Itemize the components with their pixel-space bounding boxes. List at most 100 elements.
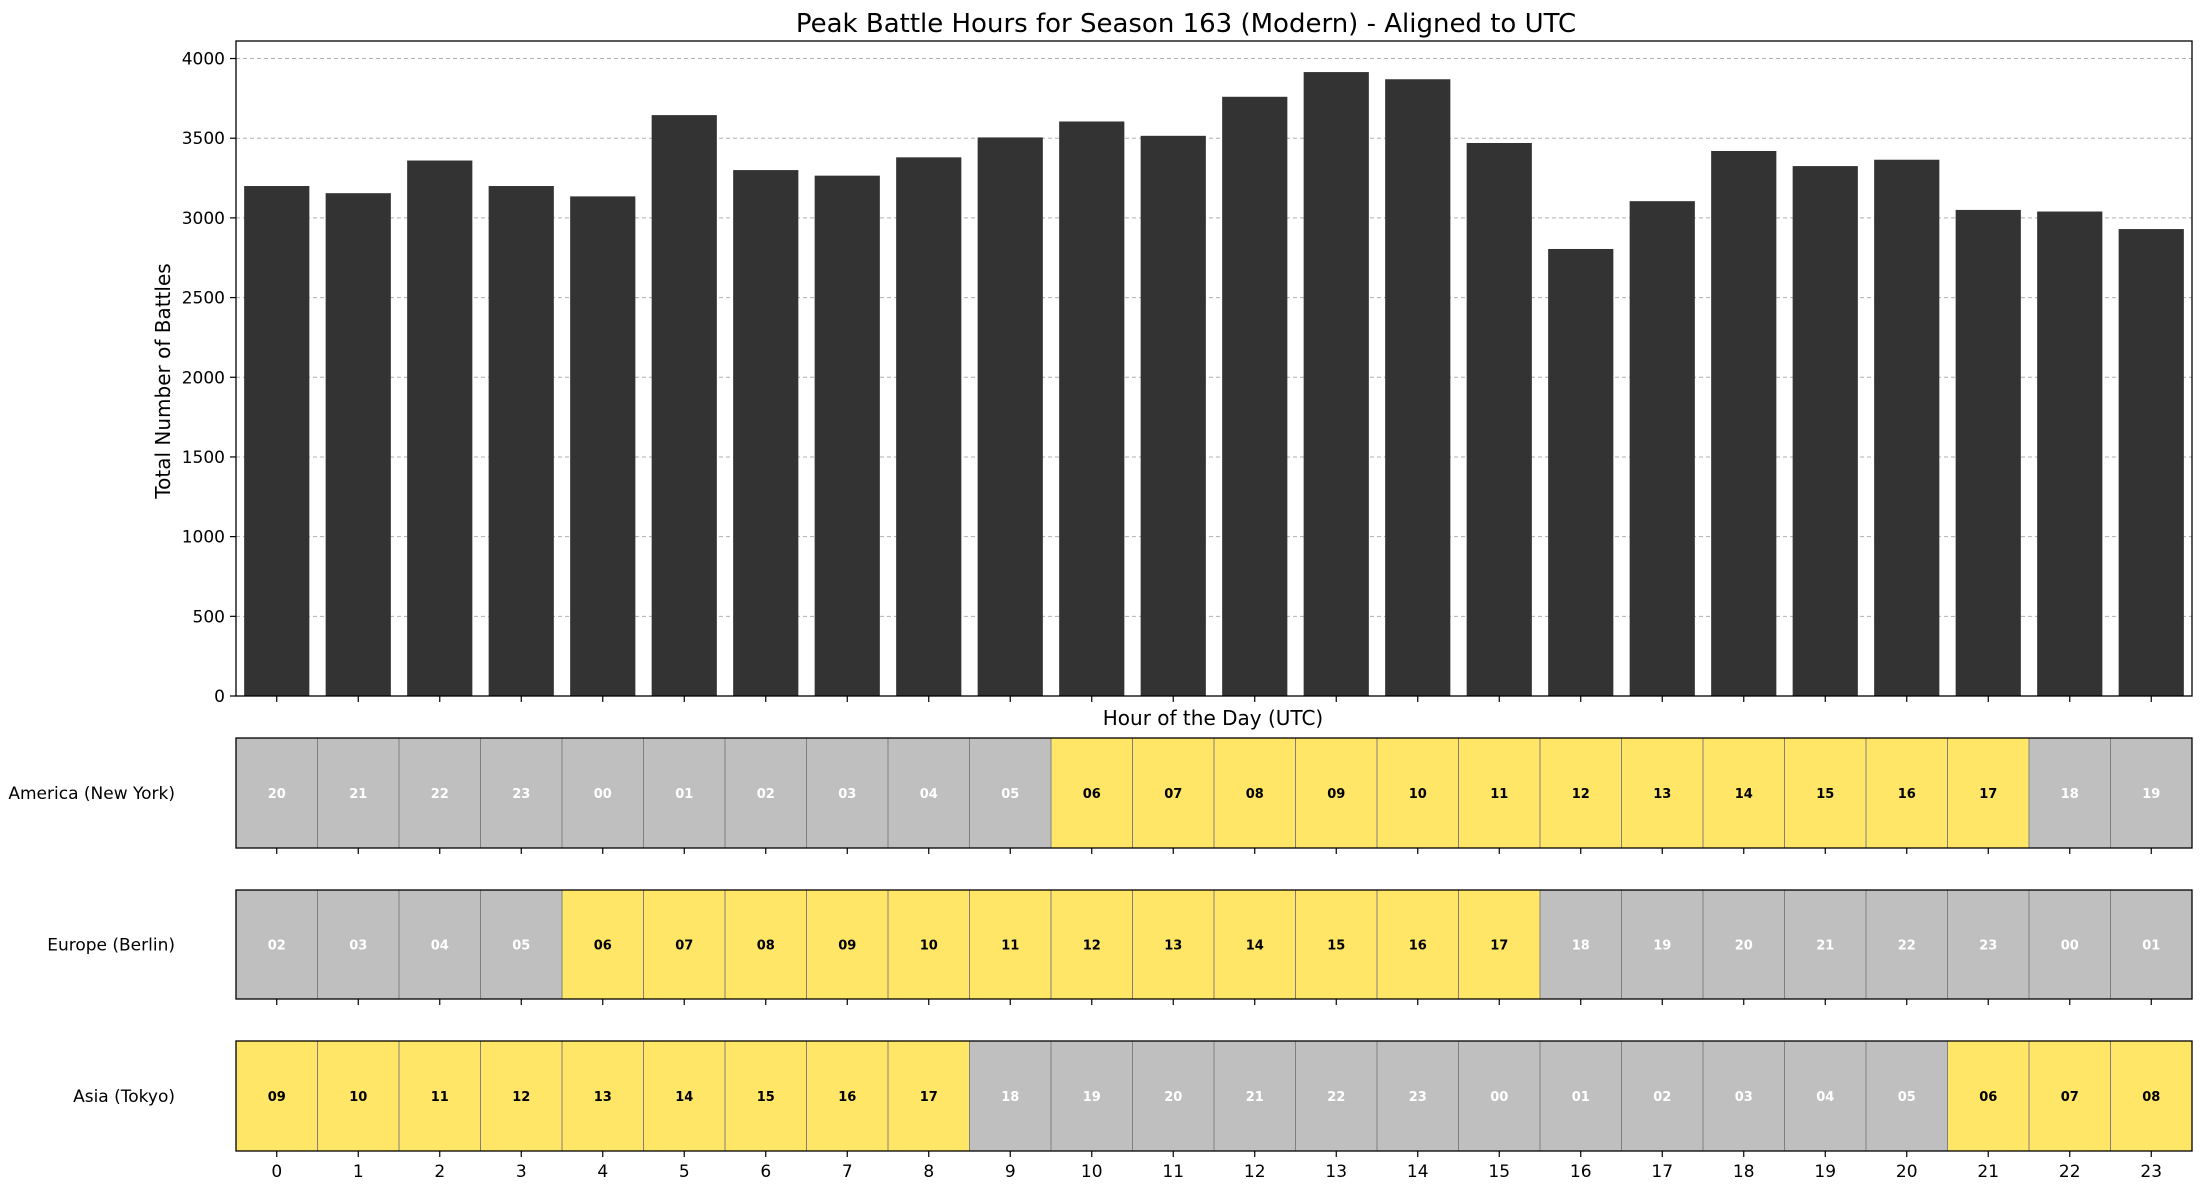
bar-hour-5 <box>651 115 717 697</box>
timezone-cell <box>2110 1040 2193 1152</box>
timezone-cell <box>235 889 318 1000</box>
timezone-cell-hour: 20 <box>268 787 286 802</box>
bar-hour-1 <box>325 193 391 696</box>
bar-hour-4 <box>570 196 636 696</box>
x-tick-label: 11 <box>1162 1162 1184 1182</box>
timezone-cell <box>480 1040 563 1152</box>
bar-hour-18 <box>1711 150 1777 696</box>
timezone-cell <box>1213 889 1296 1000</box>
timezone-cell <box>1132 889 1215 1000</box>
timezone-cell-hour: 08 <box>1246 787 1264 802</box>
x-tick-label: 23 <box>2140 1162 2162 1182</box>
timezone-cell-hour: 03 <box>1735 1090 1753 1105</box>
timezone-cell <box>1539 737 1622 849</box>
timezone-cell-hour: 00 <box>594 787 612 802</box>
x-tick-label: 18 <box>1733 1162 1755 1182</box>
timezone-cell <box>1621 889 1704 1000</box>
timezone-cell-hour: 09 <box>268 1090 286 1105</box>
y-tick-label: 1500 <box>182 448 225 468</box>
timezone-cell <box>317 737 400 849</box>
bar-hour-12 <box>1222 96 1288 697</box>
y-tick-label: 2000 <box>182 368 225 388</box>
timezone-cell <box>1865 889 1948 1000</box>
timezone-cell-hour: 23 <box>512 787 530 802</box>
bar-hour-6 <box>733 170 799 696</box>
timezone-cell-hour: 07 <box>1164 787 1182 802</box>
timezone-cell-hour: 18 <box>1001 1090 1019 1105</box>
timezone-cell-hour: 20 <box>1164 1090 1182 1105</box>
timezone-cell-hour: 23 <box>1409 1090 1427 1105</box>
x-tick-label: 16 <box>1570 1162 1592 1182</box>
y-tick-label: 3500 <box>182 129 225 149</box>
timezone-cell <box>235 737 318 849</box>
x-tick-label: 17 <box>1651 1162 1673 1182</box>
x-tick-label: 22 <box>2059 1162 2081 1182</box>
timezone-cell-hour: 13 <box>1653 787 1671 802</box>
timezone-cell-hour: 14 <box>675 1090 693 1105</box>
timezone-cell <box>643 737 726 849</box>
timezone-cell-hour: 19 <box>1653 939 1671 954</box>
x-tick-label: 2 <box>434 1162 445 1182</box>
timezone-cell-hour: 00 <box>1490 1090 1508 1105</box>
timezone-cell-hour: 01 <box>1572 1090 1590 1105</box>
timezone-cell-hour: 20 <box>1735 939 1753 954</box>
bar-hour-21 <box>1955 209 2021 696</box>
x-tick-label: 13 <box>1325 1162 1347 1182</box>
timezone-cell-hour: 10 <box>920 939 938 954</box>
x-tick-label: 1 <box>353 1162 364 1182</box>
timezone-cell <box>806 737 889 849</box>
timezone-label: Asia (Tokyo) <box>73 1087 175 1107</box>
timezone-cell-hour: 22 <box>1327 1090 1345 1105</box>
timezone-frame <box>235 889 2193 1000</box>
plot-frame <box>235 40 2193 697</box>
timezone-cell-hour: 04 <box>1816 1090 1834 1105</box>
timezone-cell <box>1784 737 1867 849</box>
timezone-cell <box>887 737 970 849</box>
timezone-cell-hour: 13 <box>594 1090 612 1105</box>
timezone-cell-hour: 16 <box>838 1090 856 1105</box>
timezone-label: Europe (Berlin) <box>47 936 175 956</box>
timezone-cell <box>398 1040 481 1152</box>
x-tick-label: 4 <box>597 1162 608 1182</box>
timezone-cell-hour: 08 <box>2142 1090 2160 1105</box>
timezone-cell-hour: 21 <box>1246 1090 1264 1105</box>
timezone-cell-hour: 07 <box>2061 1090 2079 1105</box>
bar-hour-13 <box>1303 72 1369 696</box>
timezone-cell-hour: 10 <box>349 1090 367 1105</box>
timezone-cell <box>724 737 807 849</box>
timezone-label: America (New York) <box>8 784 175 804</box>
timezone-cell-hour: 12 <box>1572 787 1590 802</box>
x-tick-label: 5 <box>679 1162 690 1182</box>
bar-hour-16 <box>1548 248 1614 696</box>
bar-hour-10 <box>1059 121 1125 697</box>
y-axis-label: Total Number of Battles <box>151 263 175 499</box>
timezone-cell-hour: 04 <box>920 787 938 802</box>
timezone-cell-hour: 11 <box>431 1090 449 1105</box>
x-tick-label: 20 <box>1896 1162 1918 1182</box>
bar-hour-11 <box>1140 135 1206 696</box>
timezone-cell-hour: 14 <box>1735 787 1753 802</box>
grid-lines <box>236 58 2192 617</box>
bar-hour-7 <box>814 175 880 696</box>
timezone-cell <box>806 1040 889 1152</box>
timezone-cell <box>1050 737 1133 849</box>
x-tick-label: 8 <box>923 1162 934 1182</box>
timezone-cell <box>1132 737 1215 849</box>
timezone-cell-hour: 03 <box>349 939 367 954</box>
bar-hour-9 <box>977 137 1043 696</box>
bar-hour-14 <box>1385 79 1451 697</box>
timezone-cell <box>561 737 644 849</box>
y-tick-label: 500 <box>193 607 225 627</box>
x-tick-label: 0 <box>271 1162 282 1182</box>
timezone-frame <box>235 1040 2193 1152</box>
bars <box>244 72 2184 697</box>
x-tick-label: 9 <box>1005 1162 1016 1182</box>
bar-hour-19 <box>1792 166 1858 697</box>
timezone-cell-hour: 15 <box>757 1090 775 1105</box>
x-tick-label: 21 <box>1977 1162 1999 1182</box>
y-axis: 0 500 1000 1500 2000 2500 3000 3500 4000 <box>182 50 236 707</box>
timezone-cell-hour: 16 <box>1409 939 1427 954</box>
timezone-cell-hour: 17 <box>920 1090 938 1105</box>
timezone-cell-hour: 07 <box>675 939 693 954</box>
